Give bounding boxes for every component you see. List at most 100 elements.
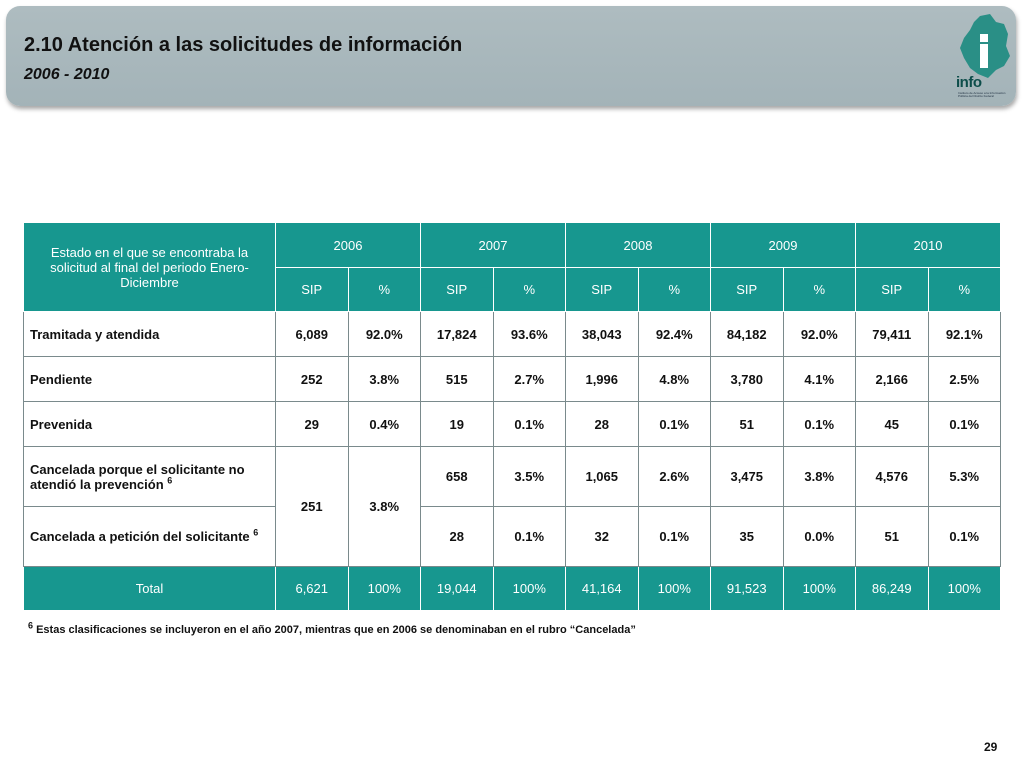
page-subtitle: 2006 - 2010 xyxy=(24,66,110,83)
total-cell: 86,249 xyxy=(855,566,929,611)
year-header: 2006 xyxy=(275,222,421,268)
table-cell: 5.3% xyxy=(927,446,1001,507)
footnote-text: Estas clasificaciones se incluyeron en e… xyxy=(36,624,636,636)
table-cell: 0.1% xyxy=(782,401,856,447)
year-header: 2009 xyxy=(710,222,856,268)
table-cell: 4.1% xyxy=(782,356,856,402)
table-cell: 28 xyxy=(565,401,639,447)
table-cell: 3,780 xyxy=(710,356,784,402)
sub-header: % xyxy=(927,267,1001,312)
total-label: Total xyxy=(23,566,276,611)
total-row: Total 6,621 100% 19,044 100% 41,164 100% 91,523… xyxy=(23,566,1001,611)
table-cell: 19 xyxy=(420,401,494,447)
table-cell: 0.1% xyxy=(492,506,566,567)
footnote: 6 Estas clasificaciones se incluyeron en… xyxy=(28,621,636,636)
table-cell: 3.8% xyxy=(782,446,856,507)
footnote-marker: 6 xyxy=(253,527,259,538)
row-label-text: Cancelada a petición del solicitante xyxy=(30,529,250,544)
table-cell: 2.6% xyxy=(637,446,711,507)
year-header: 2010 xyxy=(855,222,1001,268)
table-cell: 92.1% xyxy=(927,311,1001,357)
total-cell: 100% xyxy=(637,566,711,611)
table-cell: 92.4% xyxy=(637,311,711,357)
sub-header: SIP xyxy=(420,267,494,312)
page-title: 2.10 Atención a las solicitudes de infor… xyxy=(24,34,463,56)
infodf-logo-icon xyxy=(960,14,1010,78)
table-cell: 32 xyxy=(565,506,639,567)
logo-wordmark: info xyxy=(956,74,982,91)
total-cell: 19,044 xyxy=(420,566,494,611)
table-row: Pendiente 252 3.8% 515 2.7% 1,996 4.8% 3,780 4.1… xyxy=(23,356,1001,402)
table-cell: 84,182 xyxy=(710,311,784,357)
table-cell: 93.6% xyxy=(492,311,566,357)
table-cell: 29 xyxy=(275,401,349,447)
sub-header: % xyxy=(637,267,711,312)
merged-cell: 3.8% xyxy=(347,446,421,567)
table-row: Tramitada y atendida 6,089 92.0% 17,824 93.6… xyxy=(23,311,1001,357)
sub-header: % xyxy=(782,267,856,312)
table-cell: 515 xyxy=(420,356,494,402)
table-cell: 658 xyxy=(420,446,494,507)
merged-cell: 251 xyxy=(275,446,349,567)
table-cell: 92.0% xyxy=(347,311,421,357)
table-cell: 38,043 xyxy=(565,311,639,357)
table-cell: 1,996 xyxy=(565,356,639,402)
table-cell: 1,065 xyxy=(565,446,639,507)
year-header: 2007 xyxy=(420,222,566,268)
page-number: 29 xyxy=(984,740,998,754)
table-cell: 79,411 xyxy=(855,311,929,357)
table-row: Prevenida 29 0.4% 19 0.1% 28 0.1% 51 0.1% 45 0.1% xyxy=(23,401,1001,447)
row-label-text: Cancelada porque el solicitante no atend… xyxy=(30,461,245,492)
row-label: Cancelada porque el solicitante no atend… xyxy=(23,446,276,507)
table-cell: 4,576 xyxy=(855,446,929,507)
sub-header: SIP xyxy=(710,267,784,312)
table-cell: 0.1% xyxy=(927,401,1001,447)
table-cell: 0.1% xyxy=(927,506,1001,567)
table-cell: 0.1% xyxy=(492,401,566,447)
header-row-sub: SIP% SIP% SIP% SIP% SIP% xyxy=(24,267,1001,312)
table-cell: 28 xyxy=(420,506,494,567)
corner-header: Estado en el que se encontraba la solici… xyxy=(23,222,276,312)
table-cell: 3.5% xyxy=(492,446,566,507)
logo-caption: Instituto de Acceso a la Información Púb… xyxy=(958,91,1006,98)
table-cell: 0.1% xyxy=(637,506,711,567)
table-cell: 2.7% xyxy=(492,356,566,402)
total-cell: 100% xyxy=(492,566,566,611)
table-cell: 35 xyxy=(710,506,784,567)
requests-table: Estado en el que se encontraba la solici… xyxy=(23,222,1001,611)
table-cell: 6,089 xyxy=(275,311,349,357)
footnote-marker: 6 xyxy=(28,620,34,631)
row-label: Cancelada a petición del solicitante 6 xyxy=(23,506,276,567)
footnote-marker: 6 xyxy=(167,475,173,486)
table-cell: 17,824 xyxy=(420,311,494,357)
year-header: 2008 xyxy=(565,222,711,268)
total-cell: 100% xyxy=(782,566,856,611)
table-row: Cancelada a petición del solicitante 6 28… xyxy=(23,506,1001,567)
row-label: Tramitada y atendida xyxy=(23,311,276,357)
sub-header: % xyxy=(492,267,566,312)
row-label: Pendiente xyxy=(23,356,276,402)
table-cell: 0.0% xyxy=(782,506,856,567)
sub-header: SIP xyxy=(855,267,929,312)
total-cell: 91,523 xyxy=(710,566,784,611)
table-cell: 0.4% xyxy=(347,401,421,447)
sub-header: SIP xyxy=(565,267,639,312)
total-cell: 100% xyxy=(927,566,1001,611)
row-label: Prevenida xyxy=(23,401,276,447)
table-cell: 45 xyxy=(855,401,929,447)
table-cell: 51 xyxy=(710,401,784,447)
total-cell: 100% xyxy=(347,566,421,611)
table-cell: 2,166 xyxy=(855,356,929,402)
table-cell: 2.5% xyxy=(927,356,1001,402)
total-cell: 41,164 xyxy=(565,566,639,611)
table-cell: 3,475 xyxy=(710,446,784,507)
table-cell: 3.8% xyxy=(347,356,421,402)
total-cell: 6,621 xyxy=(275,566,349,611)
sub-header: SIP xyxy=(275,267,349,312)
table-row: Cancelada porque el solicitante no atend… xyxy=(23,446,1001,567)
table-cell: 51 xyxy=(855,506,929,567)
table-cell: 0.1% xyxy=(637,401,711,447)
table-cell: 252 xyxy=(275,356,349,402)
header-row-years: Estado en el que se encontraba la solici… xyxy=(23,222,1001,312)
header-banner xyxy=(6,6,1016,106)
